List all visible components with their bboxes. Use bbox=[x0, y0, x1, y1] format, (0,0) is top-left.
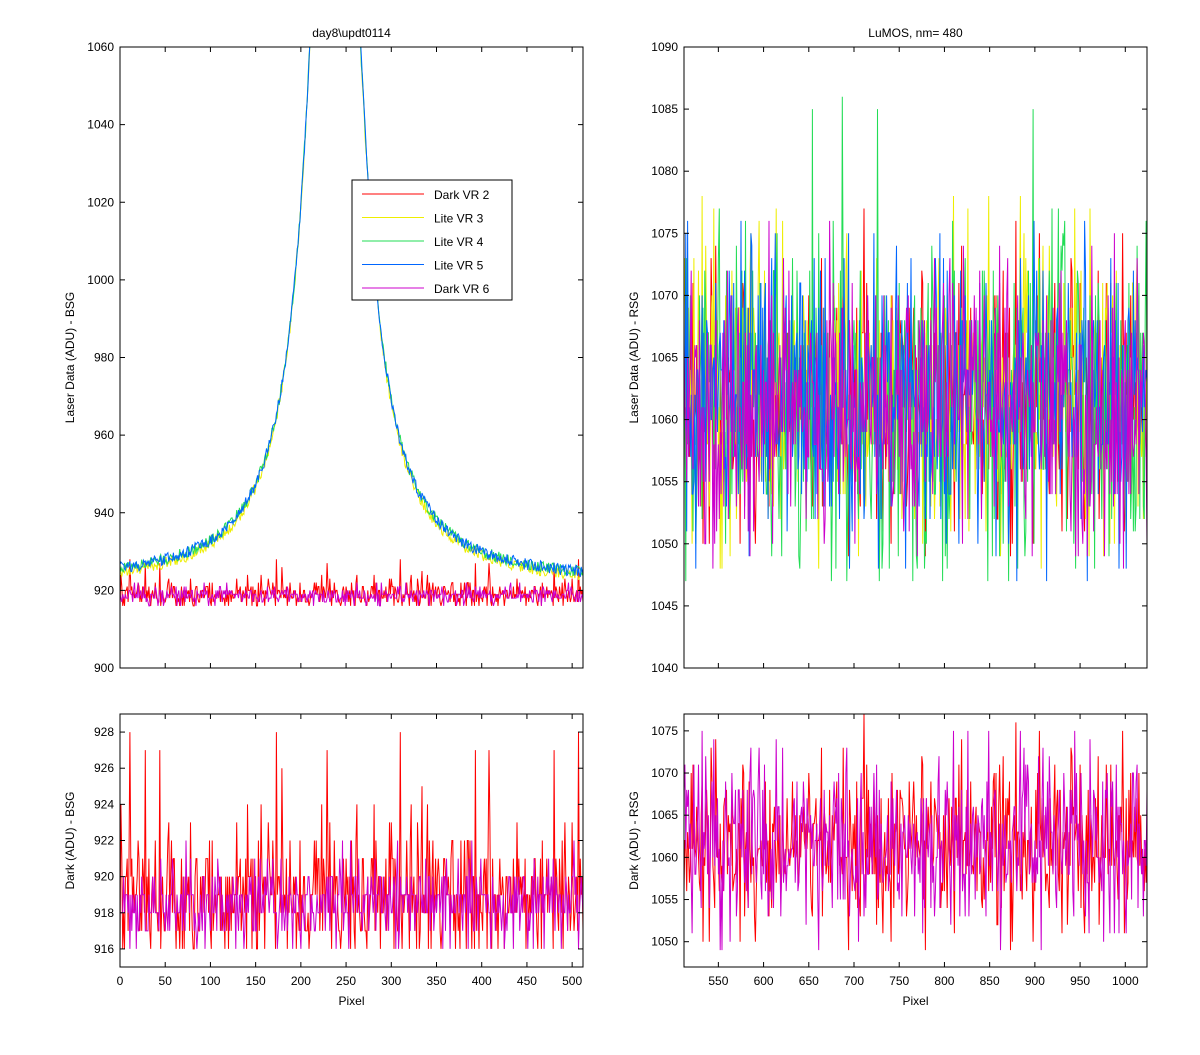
traces-top-right bbox=[684, 96, 1147, 582]
y-tick-label: 918 bbox=[94, 906, 114, 920]
y-tick-label: 960 bbox=[94, 428, 114, 442]
panel-bottom-left: 0 50 100 150 200 250 300 350 400 450 500 916 918 920 9… bbox=[63, 713, 584, 1008]
legend-entry-label: Lite VR 5 bbox=[434, 259, 484, 273]
panel-top-right: 1040 1045 1050 1055 1060 1065 1070 1075 1080 1085… bbox=[627, 26, 1148, 675]
chart-title: LuMOS, nm= 480 bbox=[868, 26, 963, 40]
x-tick-label: 550 bbox=[708, 974, 728, 988]
y-tick-label: 1045 bbox=[651, 599, 678, 613]
y-tick-label: 980 bbox=[94, 351, 114, 365]
y-tick-label: 1085 bbox=[651, 102, 678, 116]
axes-frame bbox=[683, 713, 1148, 968]
x-tick-label: 750 bbox=[889, 974, 909, 988]
legend-entry-label: Dark VR 2 bbox=[434, 188, 490, 202]
series-lite-vr-5-line bbox=[120, 47, 583, 577]
y-tick-label: 1040 bbox=[651, 661, 678, 675]
x-tick-label: 100 bbox=[200, 974, 220, 988]
y-tick-label: 920 bbox=[94, 583, 114, 597]
x-tick-label: 200 bbox=[291, 974, 311, 988]
legend-entry-label: Lite VR 4 bbox=[434, 235, 484, 249]
axes-frame bbox=[119, 46, 584, 669]
x-tick-label: 500 bbox=[562, 974, 582, 988]
y-axis-label: Laser Data (ADU) - BSG bbox=[63, 292, 77, 423]
y-tick-label: 1020 bbox=[87, 195, 114, 209]
y-tick-label: 1090 bbox=[651, 40, 678, 54]
y-tick-label: 920 bbox=[94, 870, 114, 884]
y-tick-label: 922 bbox=[94, 834, 114, 848]
y-tick-label: 1055 bbox=[651, 893, 678, 907]
x-tick-label: 450 bbox=[517, 974, 537, 988]
y-tick-label: 926 bbox=[94, 761, 114, 775]
x-tick-label: 950 bbox=[1070, 974, 1090, 988]
legend-box bbox=[351, 179, 513, 301]
panel-top-left: 900 920 940 960 980 1000 1020 1040 1060 day8\updt… bbox=[63, 26, 584, 675]
y-tick-label: 1055 bbox=[651, 475, 678, 489]
x-axis-label: Pixel bbox=[902, 994, 928, 1008]
y-tick-label: 924 bbox=[94, 797, 114, 811]
y-tick-label: 1000 bbox=[87, 273, 114, 287]
panel-bottom-right: 550 600 650 700 750 800 850 900 950 1000 1050 1055 1… bbox=[627, 713, 1148, 1008]
traces-bottom-right bbox=[684, 714, 1147, 951]
traces-bottom-left bbox=[120, 732, 583, 950]
y-tick-label: 916 bbox=[94, 942, 114, 956]
x-tick-label: 800 bbox=[934, 974, 954, 988]
x-tick-label: 850 bbox=[980, 974, 1000, 988]
y-tick-label: 1060 bbox=[651, 413, 678, 427]
legend-entry-label: Lite VR 3 bbox=[434, 212, 484, 226]
series-dark-vr-6-line bbox=[684, 730, 1147, 951]
x-tick-label: 50 bbox=[159, 974, 173, 988]
y-tick-label: 1070 bbox=[651, 288, 678, 302]
x-tick-label: 300 bbox=[381, 974, 401, 988]
y-tick-label: 1070 bbox=[651, 766, 678, 780]
x-tick-label: 1000 bbox=[1112, 974, 1139, 988]
y-tick-label: 900 bbox=[94, 661, 114, 675]
y-tick-label: 1080 bbox=[651, 164, 678, 178]
traces-top-left bbox=[120, 47, 583, 607]
series-dark-vr-6-line bbox=[120, 582, 583, 607]
x-tick-label: 0 bbox=[117, 974, 124, 988]
series-dark-vr-6-line bbox=[120, 840, 583, 949]
y-axis-label: Laser Data (ADU) - RSG bbox=[627, 291, 641, 423]
y-tick-label: 1050 bbox=[651, 537, 678, 551]
y-tick-label: 1065 bbox=[651, 351, 678, 365]
legend: Dark VR 2 Lite VR 3 Lite VR 4 Lite VR 5 Dark… bbox=[351, 179, 513, 301]
y-tick-label: 1040 bbox=[87, 118, 114, 132]
x-tick-label: 700 bbox=[844, 974, 864, 988]
y-tick-label: 1060 bbox=[87, 40, 114, 54]
y-axis-label: Dark (ADU) - RSG bbox=[627, 791, 641, 890]
y-tick-label: 940 bbox=[94, 506, 114, 520]
y-tick-label: 1065 bbox=[651, 808, 678, 822]
x-tick-label: 600 bbox=[754, 974, 774, 988]
x-tick-label: 150 bbox=[246, 974, 266, 988]
y-tick-label: 1075 bbox=[651, 724, 678, 738]
chart-title: day8\updt0114 bbox=[312, 26, 391, 40]
y-tick-label: 1060 bbox=[651, 850, 678, 864]
x-tick-label: 400 bbox=[472, 974, 492, 988]
y-tick-label: 928 bbox=[94, 725, 114, 739]
x-tick-label: 250 bbox=[336, 974, 356, 988]
y-axis-label: Dark (ADU) - BSG bbox=[63, 791, 77, 889]
x-axis-label: Pixel bbox=[338, 994, 364, 1008]
x-tick-label: 650 bbox=[799, 974, 819, 988]
y-tick-label: 1075 bbox=[651, 226, 678, 240]
x-tick-label: 900 bbox=[1025, 974, 1045, 988]
y-tick-label: 1050 bbox=[651, 935, 678, 949]
series-dark-vr-6-line bbox=[684, 220, 1147, 569]
series-lite-vr-4-line bbox=[120, 47, 583, 577]
series-dark-vr-2-line bbox=[120, 732, 583, 950]
x-tick-label: 350 bbox=[426, 974, 446, 988]
legend-entry-label: Dark VR 6 bbox=[434, 282, 490, 296]
